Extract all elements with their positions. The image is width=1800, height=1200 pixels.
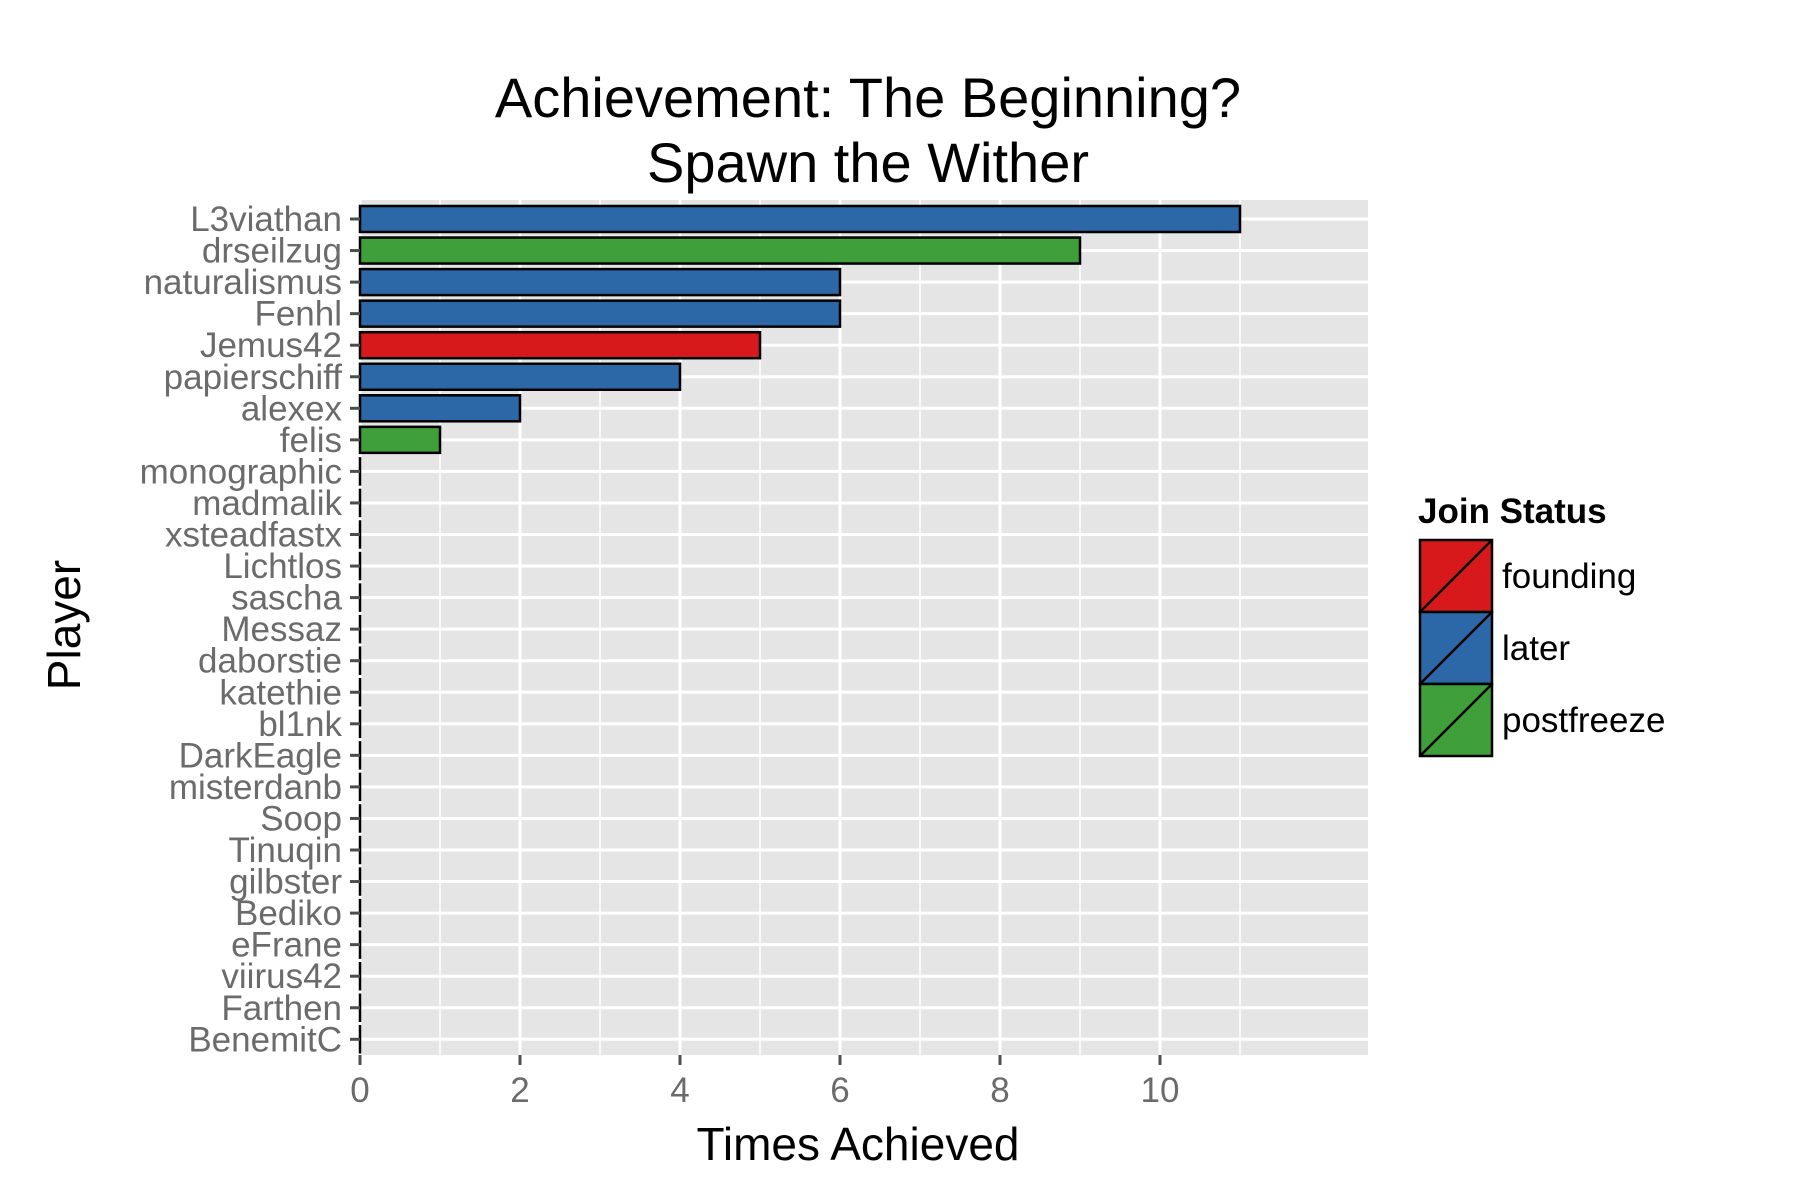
bar-Fenhl [358, 299, 842, 328]
y-tick-label: xsteadfastx [165, 516, 343, 555]
y-tick-label: sascha [231, 579, 342, 618]
x-tick-label: 2 [510, 1071, 529, 1110]
chart-title: Achievement: The Beginning? Spawn the Wi… [495, 66, 1241, 194]
y-tick-label: gilbster [229, 863, 342, 902]
y-tick-label: monographic [140, 452, 342, 491]
plot-panel-background [360, 200, 1368, 1055]
y-tick-label: alexex [241, 389, 343, 428]
y-tick-label: Tinuqin [229, 831, 343, 870]
y-tick-label: misterdanb [169, 768, 342, 807]
y-axis-title: Player [38, 560, 90, 690]
legend-entry-postfreeze: postfreeze [1418, 682, 1665, 758]
y-tick-label: Fenhl [254, 295, 342, 334]
legend-entries: founding later postfreeze [1418, 538, 1665, 758]
x-axis: 0 2 4 6 8 10 [350, 1055, 1179, 1110]
x-tick-label: 0 [350, 1071, 369, 1110]
legend-key-slash [1419, 683, 1493, 757]
y-tick-label: papierschiff [164, 358, 343, 397]
bar-Jemus42 [358, 330, 762, 360]
bar-alexex [358, 394, 522, 423]
legend: Join Status founding later postfreeze [1418, 492, 1665, 758]
legend-label: later [1502, 629, 1570, 668]
y-tick-label: Jemus42 [200, 326, 342, 365]
x-tick-label: 8 [990, 1071, 1009, 1110]
y-tick-label: L3viathan [190, 200, 342, 239]
y-tick-label: madmalik [192, 484, 342, 523]
y-tick-label: Farthen [221, 989, 342, 1028]
legend-title: Join Status [1418, 492, 1607, 531]
y-tick-label: felis [280, 421, 342, 460]
legend-entry-later: later [1418, 610, 1570, 686]
x-axis-title: Times Achieved [697, 1118, 1020, 1170]
y-tick-label: Lichtlos [223, 547, 342, 586]
y-tick-label: katethie [219, 673, 342, 712]
bar-drseilzug [358, 236, 1082, 265]
plot-panel [358, 200, 1368, 1055]
legend-entry-founding: founding [1418, 538, 1636, 614]
y-tick-label: drseilzug [202, 232, 342, 271]
y-tick-label: Bediko [235, 894, 342, 933]
bar-naturalismus [358, 267, 842, 297]
x-tick-label: 4 [670, 1071, 689, 1110]
y-tick-label: bl1nk [258, 705, 342, 744]
y-tick-label: naturalismus [144, 263, 342, 302]
chart-title-line-1: Achievement: The Beginning? [495, 66, 1241, 129]
chart-title-line-2: Spawn the Wither [647, 131, 1089, 194]
bar-series [358, 204, 1242, 1054]
x-tick-label: 6 [830, 1071, 849, 1110]
bar-papierschiff [358, 362, 682, 391]
y-axis: L3viathandrseilzugnaturalismusFenhlJemus… [140, 200, 360, 1059]
y-tick-label: BenemitC [188, 1020, 342, 1059]
y-tick-label: DarkEagle [179, 736, 342, 775]
legend-label: founding [1502, 557, 1636, 596]
y-tick-label: daborstie [198, 642, 342, 681]
y-tick-label: Messaz [221, 610, 342, 649]
legend-key-slash [1419, 611, 1493, 685]
legend-label: postfreeze [1502, 701, 1665, 740]
y-tick-label: eFrane [231, 926, 342, 965]
bar-L3viathan [358, 204, 1242, 234]
x-tick-label: 10 [1141, 1071, 1180, 1110]
y-tick-label: Soop [260, 799, 342, 838]
bar-felis [358, 425, 442, 455]
legend-key-slash [1419, 539, 1493, 613]
y-tick-label: viirus42 [221, 957, 342, 996]
